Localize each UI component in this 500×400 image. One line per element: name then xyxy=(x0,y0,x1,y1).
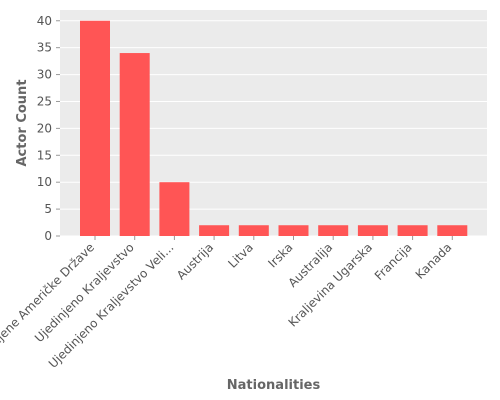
bars xyxy=(80,20,468,237)
bar xyxy=(199,225,230,236)
y-tick-label: 40 xyxy=(37,14,52,28)
y-tick-label: 30 xyxy=(37,68,52,82)
y-axis-title: Actor Count xyxy=(15,79,30,166)
bar xyxy=(357,225,388,236)
x-tick-label: Litva xyxy=(225,240,256,271)
y-tick-label: 35 xyxy=(37,41,52,55)
y-tick-label: 25 xyxy=(37,94,52,108)
x-axis-title: Nationalities xyxy=(227,378,321,393)
bar xyxy=(159,182,190,236)
bar xyxy=(119,53,150,236)
y-tick-label: 10 xyxy=(37,175,52,189)
x-tick-label: Irska xyxy=(265,240,295,270)
bar xyxy=(238,225,269,236)
y-tick-label: 15 xyxy=(37,148,52,162)
bar xyxy=(318,225,349,236)
x-tick-label: Sjedinjene Američke Države xyxy=(0,240,97,369)
y-axis-ticks: 0 5 10 15 20 25 30 35 40 xyxy=(37,14,60,243)
y-tick-label: 5 xyxy=(44,202,52,216)
bar xyxy=(397,225,428,236)
y-tick-label: 20 xyxy=(37,121,52,135)
bar xyxy=(437,225,468,236)
x-tick-label: Francija xyxy=(372,240,415,283)
bar xyxy=(278,225,309,236)
y-tick-label: 0 xyxy=(44,229,52,243)
bar xyxy=(80,20,110,237)
x-tick-label: Austrija xyxy=(174,240,216,282)
x-tick-label: Kanada xyxy=(413,240,455,282)
